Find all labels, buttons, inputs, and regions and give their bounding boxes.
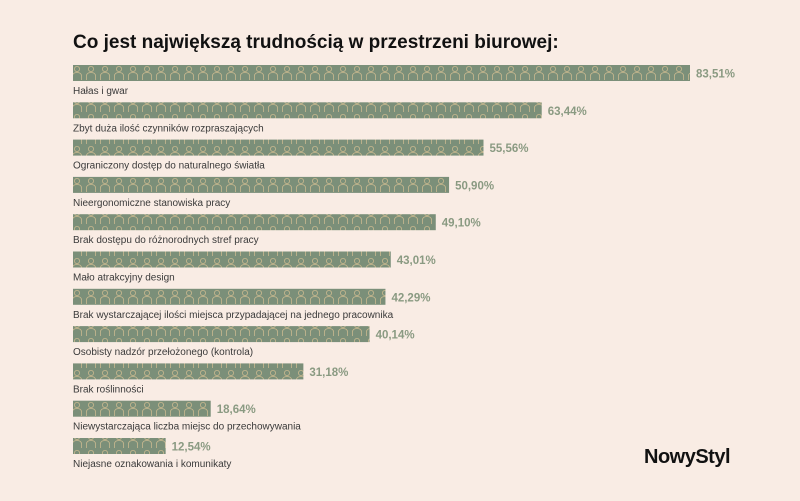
category-label: Mało atrakcyjny design [73,273,175,284]
bar [73,65,690,81]
nowystyl-logo: NowyStyl [644,446,731,468]
category-label: Nieergonomiczne stanowiska pracy [73,198,230,209]
category-label: Osobisty nadzór przełożonego (kontrola) [73,347,253,358]
category-label: Brak dostępu do różnorodnych stref pracy [73,235,259,246]
value-label: 50,90% [455,180,494,192]
bar [73,102,542,119]
value-label: 42,29% [391,292,430,304]
category-label: Niewystarczająca liczba miejsc do przech… [73,422,301,433]
category-label: Hałas i gwar [73,86,129,97]
value-label: 12,54% [172,442,211,454]
bar [73,176,450,193]
category-label: Brak roślinności [73,384,144,395]
category-label: Zbyt duża ilość czynników rozpraszającyc… [73,123,264,134]
bar [73,139,484,156]
value-label: 83,51% [696,69,735,81]
value-label: 63,44% [548,106,587,118]
bar [73,326,370,343]
chart-title: Co jest największą trudnością w przestrz… [73,32,559,53]
category-label: Ograniczony dostęp do naturalnego światł… [73,161,265,172]
bar [73,400,211,417]
value-label: 49,10% [442,218,481,230]
bar [73,214,436,231]
value-label: 18,64% [217,404,256,416]
bar [73,438,166,454]
value-label: 43,01% [397,255,436,267]
value-label: 31,18% [309,367,348,379]
value-label: 55,56% [489,143,528,155]
category-label: Brak wystarczającej ilości miejsca przyp… [73,310,394,321]
value-label: 40,14% [376,330,415,342]
bar [73,363,304,380]
category-label: Niejasne oznakowania i komunikaty [73,459,231,470]
bar [73,288,386,305]
bar [73,251,391,268]
